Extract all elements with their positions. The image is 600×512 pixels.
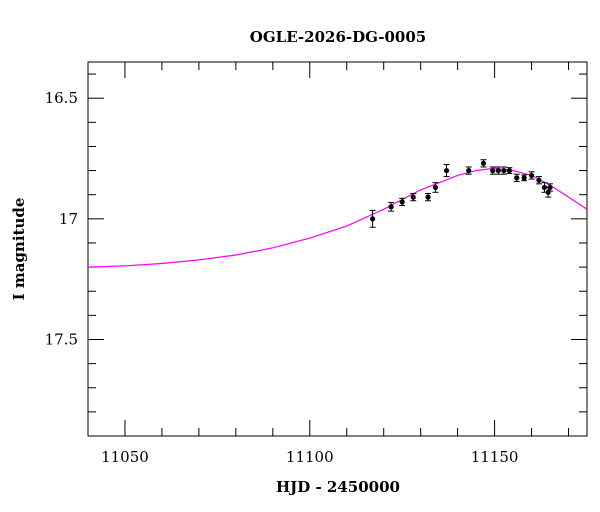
data-point <box>370 216 376 222</box>
data-point <box>443 167 450 174</box>
x-tick-label: 11050 <box>101 448 149 466</box>
tick-labels: 11050 11100 11150 16.5 17 17.5 <box>45 89 519 466</box>
data-point <box>514 175 520 181</box>
data-point <box>506 167 512 174</box>
data-point <box>547 184 553 191</box>
data-point <box>432 184 439 191</box>
data-point <box>536 177 542 183</box>
plot-frame <box>87 61 588 437</box>
data-point <box>490 167 496 174</box>
model-curve <box>87 167 588 268</box>
x-tick-label: 11100 <box>286 448 334 466</box>
data-point <box>466 167 472 174</box>
data-point <box>501 167 507 174</box>
data-point <box>480 160 487 166</box>
axis-ticks <box>87 62 587 436</box>
plot-area <box>87 159 588 268</box>
data-point <box>495 167 501 174</box>
y-tick-label: 16.5 <box>45 89 78 107</box>
x-axis-label: HJD - 2450000 <box>276 478 400 496</box>
data-point <box>541 184 548 191</box>
x-tick-label: 11150 <box>471 448 519 466</box>
data-point <box>528 172 535 179</box>
y-axis-label: I magnitude <box>10 198 28 301</box>
data-point <box>425 194 431 200</box>
data-point <box>410 194 416 200</box>
data-point <box>521 175 527 181</box>
data-point <box>399 199 405 205</box>
chart-title: OGLE-2026-DG-0005 <box>250 28 426 46</box>
y-tick-label: 17.5 <box>45 330 78 348</box>
data-point <box>388 204 394 210</box>
y-tick-label: 17 <box>59 210 78 228</box>
